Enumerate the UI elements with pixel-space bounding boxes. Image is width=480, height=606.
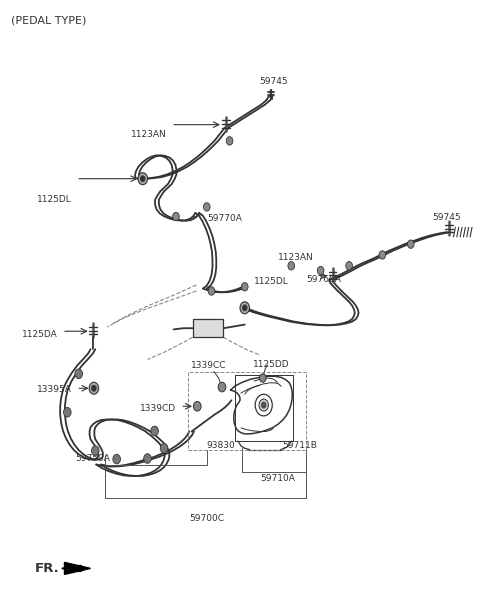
Text: 1339CC: 1339CC [192, 361, 227, 370]
Text: 59745: 59745 [259, 76, 288, 85]
Circle shape [173, 212, 179, 221]
Text: 59745: 59745 [432, 213, 461, 222]
Text: 1125DL: 1125DL [37, 195, 72, 204]
Text: 1125DD: 1125DD [252, 360, 289, 369]
Bar [192, 319, 223, 337]
Circle shape [138, 173, 147, 185]
Text: (PEDAL TYPE): (PEDAL TYPE) [12, 16, 87, 26]
Text: 59700C: 59700C [189, 514, 224, 524]
Circle shape [140, 176, 145, 182]
Circle shape [241, 282, 248, 291]
Circle shape [218, 382, 226, 392]
Text: FR.: FR. [35, 562, 60, 575]
Text: 13395A: 13395A [36, 385, 72, 394]
Circle shape [408, 240, 414, 248]
Circle shape [288, 262, 295, 270]
Circle shape [242, 305, 247, 311]
Text: 59760A: 59760A [306, 275, 341, 284]
Circle shape [75, 369, 83, 379]
Circle shape [261, 402, 266, 408]
Circle shape [317, 267, 324, 275]
Circle shape [240, 302, 250, 314]
Circle shape [144, 454, 151, 464]
Circle shape [193, 401, 201, 411]
Bar [188, 372, 306, 450]
Circle shape [204, 203, 210, 211]
Circle shape [160, 444, 168, 453]
Circle shape [260, 374, 266, 382]
Circle shape [151, 426, 158, 436]
Text: 1123AN: 1123AN [131, 130, 167, 139]
Circle shape [379, 251, 385, 259]
Text: 59710A: 59710A [261, 474, 295, 483]
Circle shape [92, 385, 96, 391]
Circle shape [63, 407, 71, 417]
Text: 1123AN: 1123AN [278, 253, 313, 262]
Circle shape [89, 382, 98, 395]
Circle shape [226, 137, 233, 145]
Text: 1339CD: 1339CD [140, 404, 176, 413]
Text: 93830: 93830 [207, 441, 235, 450]
Text: 1125DL: 1125DL [254, 278, 289, 287]
Circle shape [113, 454, 120, 464]
Text: 1125DA: 1125DA [22, 330, 57, 339]
Circle shape [92, 446, 99, 456]
Circle shape [259, 399, 268, 411]
Text: 59711B: 59711B [282, 441, 317, 450]
Circle shape [346, 262, 352, 270]
Circle shape [208, 287, 215, 295]
Text: 59750A: 59750A [75, 454, 110, 464]
Polygon shape [64, 562, 91, 574]
Text: 59770A: 59770A [207, 214, 241, 223]
